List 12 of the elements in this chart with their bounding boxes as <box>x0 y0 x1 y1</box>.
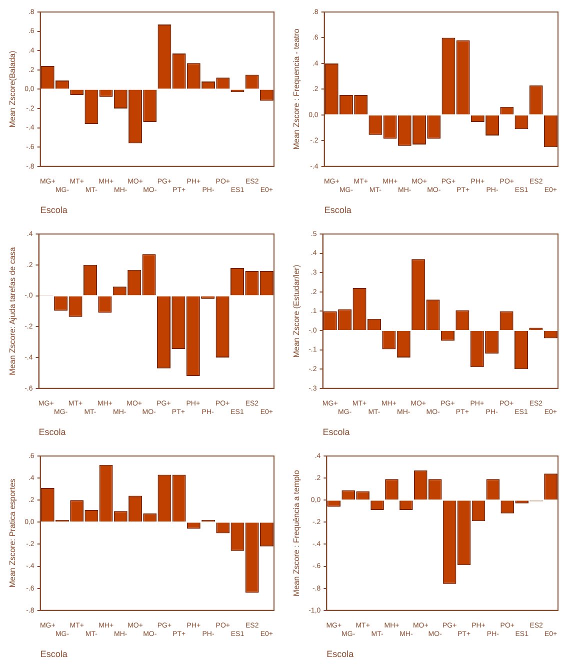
x-axis-title: Escola <box>322 427 350 438</box>
x-axis-title: Escola <box>40 205 68 216</box>
x-axis-title: Escola <box>40 649 68 660</box>
y-axis-title: Mean Zscore(Balada) <box>8 50 18 128</box>
y-axis-title: Mean Zscore: Pratica esportes <box>8 478 18 588</box>
y-axis-title: Mean Zscore : Frequencia - teatro <box>292 28 302 150</box>
x-axis-title: Escola <box>326 649 354 660</box>
y-axis-title: Mean Zscore: Ajuda tarefas de casa <box>8 246 18 376</box>
x-axis-title: Escola <box>38 427 66 438</box>
y-axis-title: Mean Zscore : Frequência a templo <box>292 470 302 596</box>
x-axis-title: Escola <box>324 205 352 216</box>
y-axis-title: Mean Zscore (Estudar/ler) <box>292 264 302 358</box>
